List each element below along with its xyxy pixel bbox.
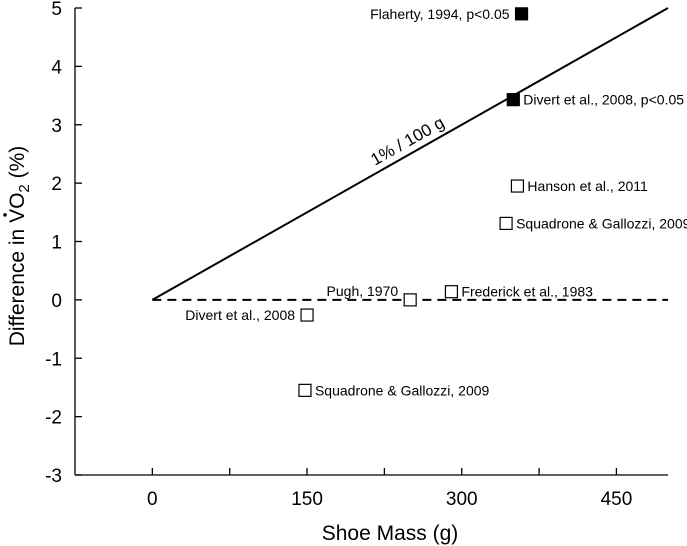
v-dot-accent: [3, 213, 7, 217]
data-point-open: [499, 216, 513, 231]
y-tick-label: -1: [45, 349, 62, 370]
x-tick-label: 450: [601, 489, 633, 510]
y-tick-label: -2: [45, 408, 62, 429]
reference-lines: 1% / 100 g: [151, 7, 669, 301]
y-tick-label: -3: [45, 466, 62, 487]
data-point-label: Divert et al., 2008, p<0.05: [523, 92, 684, 108]
y-tick-label: 0: [51, 291, 62, 312]
data-point-label: Frederick et al., 1983: [461, 284, 593, 300]
data-point-filled: [514, 7, 529, 21]
y-tick-label: 4: [51, 57, 62, 78]
y-tick-label: 1: [51, 233, 62, 254]
x-tick-label: 150: [291, 489, 323, 510]
x-tick-label: 0: [147, 489, 158, 510]
y-tick-label: 2: [51, 174, 62, 195]
data-point-open: [300, 308, 314, 322]
data-point-filled: [506, 93, 520, 107]
y-tick-label: 5: [51, 0, 62, 20]
x-axis-title: Shoe Mass (g): [322, 522, 459, 545]
data-point-open: [444, 285, 459, 299]
data-point-label: Pugh, 1970: [327, 283, 399, 299]
y-axis-title: Difference in VO2 (%): [6, 146, 33, 347]
data-point-open: [403, 293, 417, 307]
data-point-label: Hanson et al., 2011: [527, 178, 648, 194]
trend-line-label: 1% / 100 g: [367, 113, 447, 170]
data-point-open: [298, 383, 312, 397]
y-tick-label: 3: [51, 116, 62, 137]
data-point-label: Flaherty, 1994, p<0.05: [370, 6, 510, 22]
data-point-label: Squadrone & Gallozzi, 2009: [315, 382, 490, 398]
trend-line: [151, 7, 669, 301]
data-point-label: Squadrone & Gallozzi, 2009: [516, 215, 687, 231]
data-point-open: [510, 179, 525, 193]
data-point-label: Divert et al., 2008: [185, 307, 295, 323]
x-tick-label: 300: [446, 489, 478, 510]
data-points: Flaherty, 1994, p<0.05 Divert et al., 200…: [185, 6, 687, 399]
